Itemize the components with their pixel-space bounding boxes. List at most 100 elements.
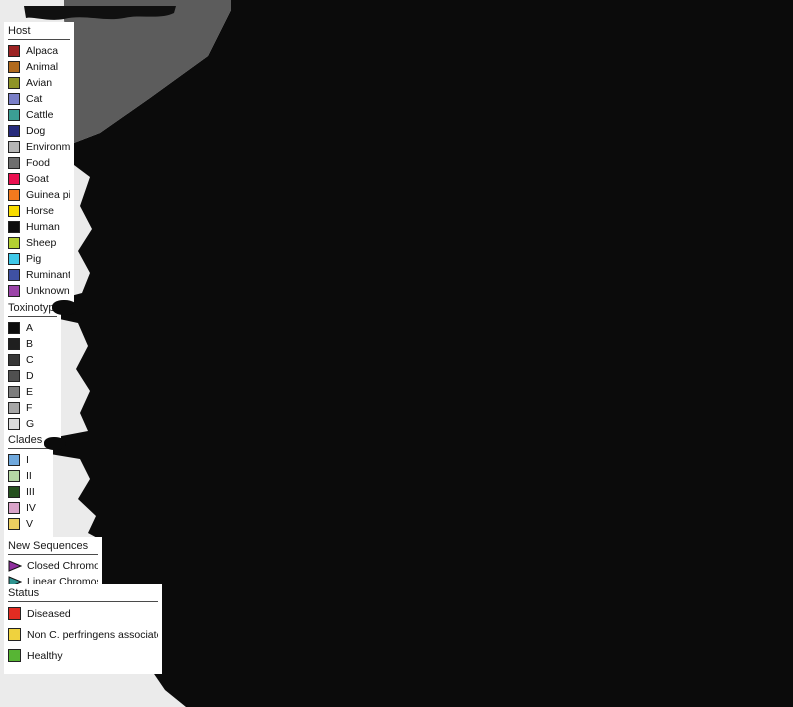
legend-item-label: Food <box>26 157 50 169</box>
legend-toxinotype-title: Toxinotype <box>8 302 57 317</box>
legend-swatch <box>8 454 20 466</box>
legend-swatch <box>8 338 20 350</box>
legend-item-f: F <box>8 402 57 414</box>
legend-item-healthy: Healthy <box>8 649 158 662</box>
legend-item-iv: IV <box>8 502 49 514</box>
legend-swatch <box>8 502 20 514</box>
legend-item-diseased: Diseased <box>8 607 158 620</box>
legend-swatch <box>8 518 20 530</box>
legend-item-label: II <box>26 470 32 482</box>
legend-item-label: Dog <box>26 125 46 137</box>
legend-item-label: Alpaca <box>26 45 59 57</box>
legend-swatch <box>8 285 20 297</box>
legend-status-items: Diseased Non C. perfringens associated di… <box>8 607 158 670</box>
tree-label-fragment <box>52 300 78 315</box>
legend-swatch <box>8 470 20 482</box>
legend-item-label: III <box>26 486 35 498</box>
legend-swatch <box>8 486 20 498</box>
legend-host-items: Alpaca Animal Avian Cat Cattle Dog Environment… <box>8 45 70 301</box>
legend-item-food: Food <box>8 157 70 169</box>
legend-new-sequences-title: New Sequences <box>8 540 98 555</box>
legend-swatch <box>8 322 20 334</box>
legend-swatch <box>8 649 21 662</box>
legend-item-a: A <box>8 322 57 334</box>
legend-clades-title: Clades <box>8 434 49 449</box>
legend-item-human: Human <box>8 221 70 233</box>
legend-clades-items: I II III IV V <box>8 454 49 534</box>
legend-swatch <box>8 61 20 73</box>
legend-item-label: C <box>26 354 34 366</box>
legend-item-label: Human <box>26 221 60 233</box>
legend-item-label: Avian <box>26 77 53 89</box>
legend-item-animal: Animal <box>8 61 70 73</box>
legend-item-label: F <box>26 402 33 414</box>
legend-item-label: Sheep <box>26 237 57 249</box>
legend-status: Status Diseased Non C. perfringens associ… <box>4 584 162 674</box>
legend-item-label: B <box>26 338 34 350</box>
legend-swatch <box>8 370 20 382</box>
legend-item-label: Cat <box>26 93 43 105</box>
legend-item-v: V <box>8 518 49 530</box>
legend-item-e: E <box>8 386 57 398</box>
legend-swatch <box>8 189 20 201</box>
legend-item-label: G <box>26 418 35 430</box>
legend-item-i: I <box>8 454 49 466</box>
legend-swatch <box>8 269 20 281</box>
legend-item-environment: Environment <box>8 141 70 153</box>
legend-host: Host Alpaca Animal Avian Cat Cattle Dog Enviro… <box>4 22 74 305</box>
legend-item-label: Closed Chromosome <box>27 560 98 572</box>
legend-item-label: Ruminant <box>26 269 70 281</box>
legend-item-pig: Pig <box>8 253 70 265</box>
legend-item-label: D <box>26 370 34 382</box>
legend-swatch <box>8 77 20 89</box>
legend-item-ruminant: Ruminant <box>8 269 70 281</box>
legend-item-guinea-pig: Guinea pig <box>8 189 70 201</box>
legend-item-sheep: Sheep <box>8 237 70 249</box>
legend-swatch <box>8 221 20 233</box>
legend-item-goat: Goat <box>8 173 70 185</box>
legend-item-cat: Cat <box>8 93 70 105</box>
legend-item-label: E <box>26 386 34 398</box>
legend-item-alpaca: Alpaca <box>8 45 70 57</box>
legend-swatch <box>8 253 20 265</box>
legend-swatch <box>8 607 21 620</box>
legend-item-g: G <box>8 418 57 430</box>
legend-item-label: Guinea pig <box>26 189 70 201</box>
legend-item-c: C <box>8 354 57 366</box>
legend-swatch <box>8 418 20 430</box>
legend-swatch <box>8 173 20 185</box>
legend-swatch <box>8 386 20 398</box>
legend-item-horse: Horse <box>8 205 70 217</box>
legend-item-label: Healthy <box>27 649 63 662</box>
legend-swatch <box>8 109 20 121</box>
legend-swatch <box>8 628 21 641</box>
legend-host-title: Host <box>8 25 70 40</box>
legend-item-d: D <box>8 370 57 382</box>
legend-item-dog: Dog <box>8 125 70 137</box>
legend-item-label: Pig <box>26 253 42 265</box>
legend-item-label: A <box>26 322 34 334</box>
legend-item-label: Non C. perfringens associated disease <box>27 628 158 641</box>
legend-item-label: Environment <box>26 141 70 153</box>
legend-item-cattle: Cattle <box>8 109 70 121</box>
legend-item-unknown: Unknown <box>8 285 70 297</box>
legend-swatch <box>8 141 20 153</box>
legend-swatch <box>8 157 20 169</box>
legend-status-title: Status <box>8 587 158 602</box>
legend-swatch <box>8 125 20 137</box>
legend-swatch <box>8 402 20 414</box>
legend-item-ii: II <box>8 470 49 482</box>
legend-swatch <box>8 205 20 217</box>
triangle-marker-icon <box>8 560 23 572</box>
legend-swatch <box>8 237 20 249</box>
legend-item-label: Goat <box>26 173 49 185</box>
cropped-tree-scale-text <box>24 6 176 20</box>
legend-item-avian: Avian <box>8 77 70 89</box>
legend-swatch <box>8 354 20 366</box>
legend-item-label: Unknown <box>26 285 70 297</box>
legend-item-label: Cattle <box>26 109 54 121</box>
legend-item-label: Horse <box>26 205 55 217</box>
